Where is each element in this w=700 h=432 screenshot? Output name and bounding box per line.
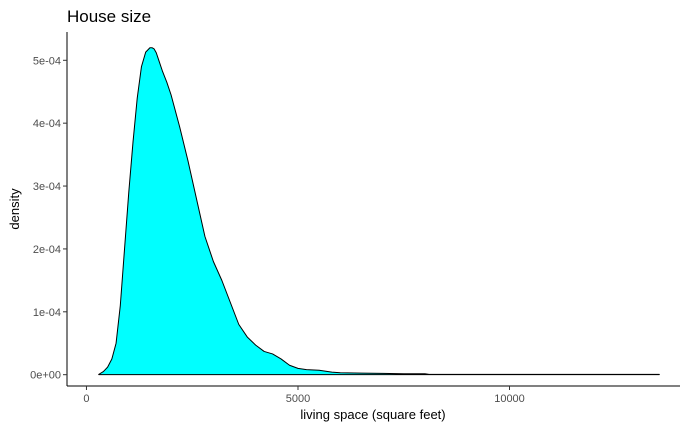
y-tick-label: 0e+00 <box>30 370 61 382</box>
y-axis-title: density <box>7 188 22 230</box>
chart-title: House size <box>67 7 151 26</box>
y-axis-ticks: 0e+00 1e-04 2e-04 3e-04 4e-04 5e-04 <box>30 55 67 382</box>
y-tick-label: 2e-04 <box>33 244 61 256</box>
x-tick-label: 10000 <box>494 393 525 405</box>
y-tick-label: 4e-04 <box>33 118 61 130</box>
density-area <box>98 47 660 375</box>
x-tick-label: 0 <box>83 393 89 405</box>
x-axis-title: living space (square feet) <box>300 407 445 422</box>
plot-area <box>98 47 660 376</box>
x-axis-ticks: 0 5000 10000 <box>83 386 525 405</box>
y-tick-label: 3e-04 <box>33 181 61 193</box>
y-tick-label: 1e-04 <box>33 307 61 319</box>
x-tick-label: 5000 <box>286 393 310 405</box>
y-tick-label: 5e-04 <box>33 55 61 67</box>
density-outline <box>98 47 660 376</box>
